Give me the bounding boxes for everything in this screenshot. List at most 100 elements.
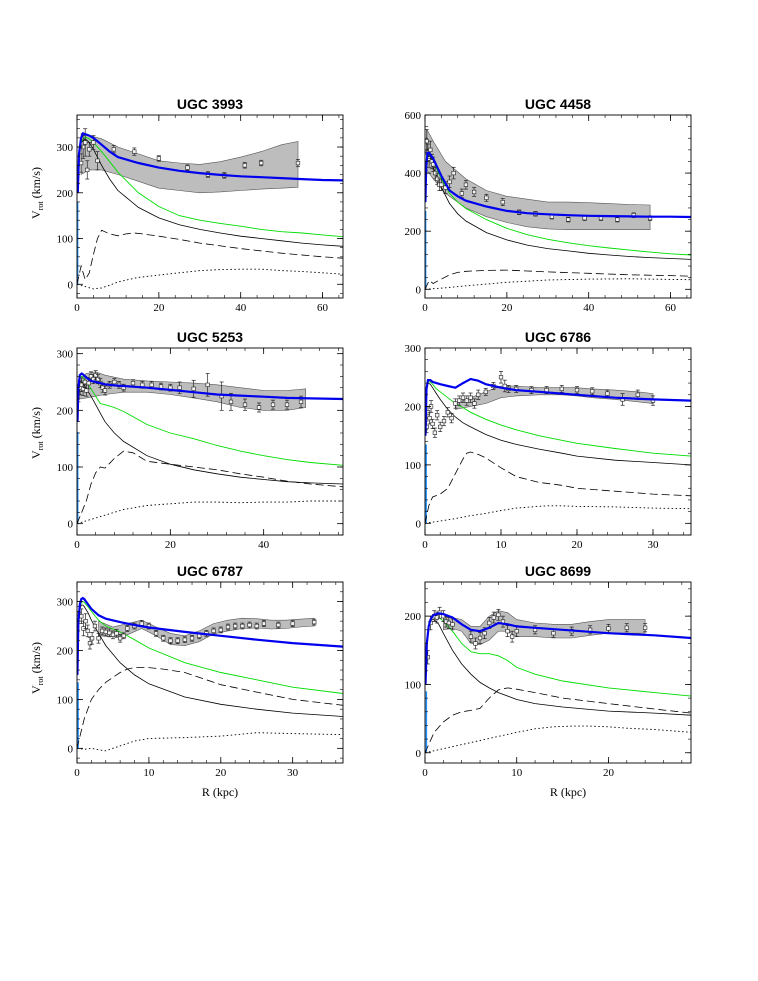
data-point bbox=[242, 163, 247, 168]
data-point bbox=[270, 402, 276, 407]
data-point bbox=[605, 391, 610, 396]
data-point bbox=[449, 416, 454, 421]
data-point bbox=[482, 631, 487, 636]
y-tick-label: 400 bbox=[405, 168, 422, 180]
data-point bbox=[464, 398, 469, 403]
data-point bbox=[261, 621, 267, 626]
data-point bbox=[500, 200, 505, 205]
plot-frame bbox=[424, 581, 692, 764]
plot-frame bbox=[76, 347, 344, 536]
data-point bbox=[472, 189, 477, 195]
data-point bbox=[582, 216, 587, 221]
x-tick-label: 20 bbox=[572, 539, 584, 551]
mond-curve bbox=[425, 381, 691, 457]
data-point bbox=[112, 379, 117, 385]
y-tick-label: 200 bbox=[57, 645, 74, 657]
x-tick-label: 20 bbox=[603, 767, 615, 779]
gas-curve bbox=[425, 278, 691, 290]
x-tick-label: 0 bbox=[74, 539, 80, 551]
data-point bbox=[95, 158, 100, 163]
data-point bbox=[312, 620, 317, 625]
data-point bbox=[185, 165, 190, 170]
total-model-curve bbox=[77, 372, 343, 422]
data-point bbox=[624, 625, 629, 630]
data-point bbox=[100, 628, 105, 634]
data-point bbox=[79, 614, 84, 619]
x-tick-label: 30 bbox=[648, 539, 660, 551]
axes: 0 20 40 0 100 200 300 bbox=[57, 348, 343, 551]
data-point bbox=[158, 384, 164, 389]
data-point bbox=[459, 191, 464, 196]
uncertainty-band bbox=[80, 132, 299, 194]
y-tick-label: 0 bbox=[416, 518, 422, 530]
data-point bbox=[496, 612, 501, 617]
data-point bbox=[139, 621, 144, 626]
data-point bbox=[551, 631, 556, 636]
data-point bbox=[153, 631, 159, 636]
mond-curve bbox=[77, 375, 343, 466]
y-tick-label: 0 bbox=[68, 279, 74, 291]
plot-area bbox=[425, 129, 691, 290]
plot-area bbox=[425, 606, 691, 754]
svg-text:Vrot (km/s): Vrot (km/s) bbox=[29, 407, 45, 459]
data-point bbox=[82, 379, 88, 385]
data-point bbox=[505, 629, 510, 634]
x-tick-label: 20 bbox=[165, 539, 177, 551]
data-point bbox=[432, 430, 437, 435]
newtonian-curve bbox=[77, 604, 343, 717]
data-point bbox=[498, 375, 504, 380]
ylabel-row1: Vrot (km/s) bbox=[29, 167, 45, 219]
plot-area bbox=[77, 370, 343, 525]
data-point bbox=[484, 195, 489, 200]
data-point bbox=[111, 147, 116, 152]
data-point bbox=[438, 424, 443, 429]
plot-frame bbox=[424, 347, 692, 536]
gas-curve bbox=[425, 725, 691, 754]
y-tick-label: 100 bbox=[57, 462, 74, 474]
plot-frame bbox=[76, 114, 344, 299]
x-tick-label: 10 bbox=[511, 767, 523, 779]
data-point bbox=[468, 634, 473, 639]
gas-curve bbox=[425, 505, 691, 524]
data-point bbox=[590, 389, 595, 394]
data-point bbox=[446, 620, 451, 626]
disk-curve bbox=[77, 229, 343, 285]
disk-curve bbox=[425, 269, 691, 290]
y-tick-label: 0 bbox=[416, 748, 422, 760]
data-point bbox=[84, 388, 89, 393]
data-point bbox=[240, 623, 245, 629]
x-tick-label: 0 bbox=[422, 539, 428, 551]
panel-title: UGC 4458 bbox=[525, 96, 591, 112]
plot-frame bbox=[424, 114, 692, 299]
disk-curve bbox=[425, 451, 691, 524]
data-point bbox=[149, 382, 154, 387]
y-tick-label: 100 bbox=[405, 460, 422, 472]
data-point bbox=[574, 387, 580, 393]
data-point bbox=[510, 634, 515, 639]
y-tick-label: 300 bbox=[405, 343, 422, 355]
data-point bbox=[472, 401, 477, 406]
y-tick-label: 100 bbox=[57, 234, 74, 246]
y-tick-label: 200 bbox=[405, 226, 422, 238]
data-point bbox=[439, 182, 444, 187]
y-tick-label: 200 bbox=[57, 188, 74, 200]
x-tick-label: 60 bbox=[317, 302, 329, 314]
data-point bbox=[247, 622, 252, 628]
data-point bbox=[298, 399, 304, 404]
data-point bbox=[85, 628, 90, 634]
data-point bbox=[450, 622, 455, 627]
disk-curve bbox=[425, 687, 691, 753]
ylabel-row2: Vrot (km/s) bbox=[29, 407, 45, 459]
data-point bbox=[140, 382, 145, 387]
data-point bbox=[114, 631, 119, 636]
data-point bbox=[487, 620, 492, 626]
ylabel-sub: rot bbox=[36, 676, 45, 686]
x-tick-label: 40 bbox=[258, 539, 270, 551]
data-point bbox=[447, 179, 452, 184]
data-point bbox=[177, 385, 182, 390]
y-tick-label: 300 bbox=[57, 349, 74, 361]
total-model-curve bbox=[425, 151, 691, 219]
